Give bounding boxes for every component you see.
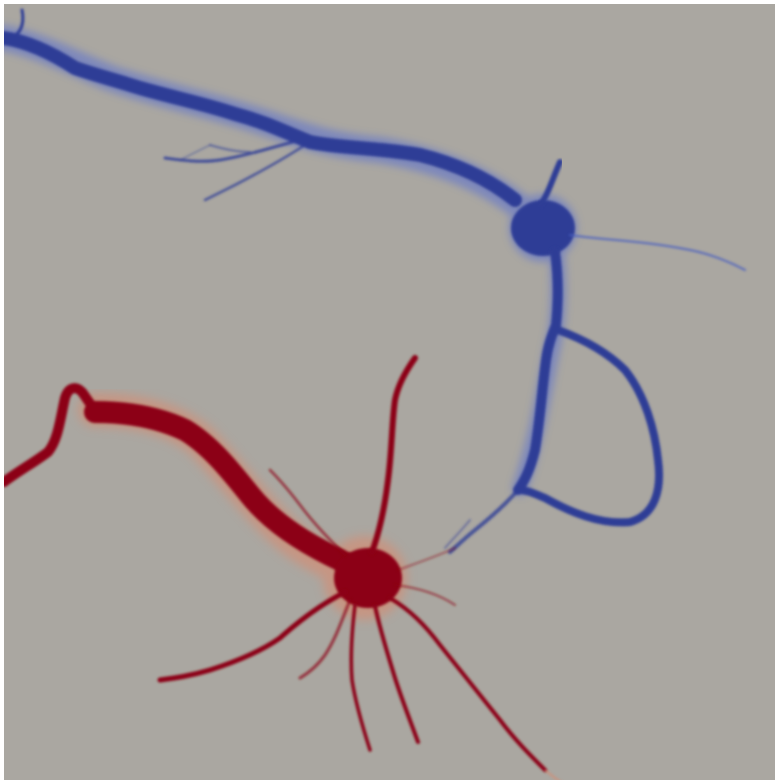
blue-dendrite-loop <box>514 326 664 527</box>
blue-neuron <box>0 8 747 554</box>
blue-soma <box>511 200 575 256</box>
blue-dendrite-down <box>513 247 563 495</box>
red-soma <box>334 548 402 608</box>
red-neuron <box>0 355 563 784</box>
image-background <box>4 4 775 780</box>
red-process-up <box>369 355 418 555</box>
red-dendrite-main <box>84 401 376 586</box>
red-process-left <box>157 589 348 683</box>
